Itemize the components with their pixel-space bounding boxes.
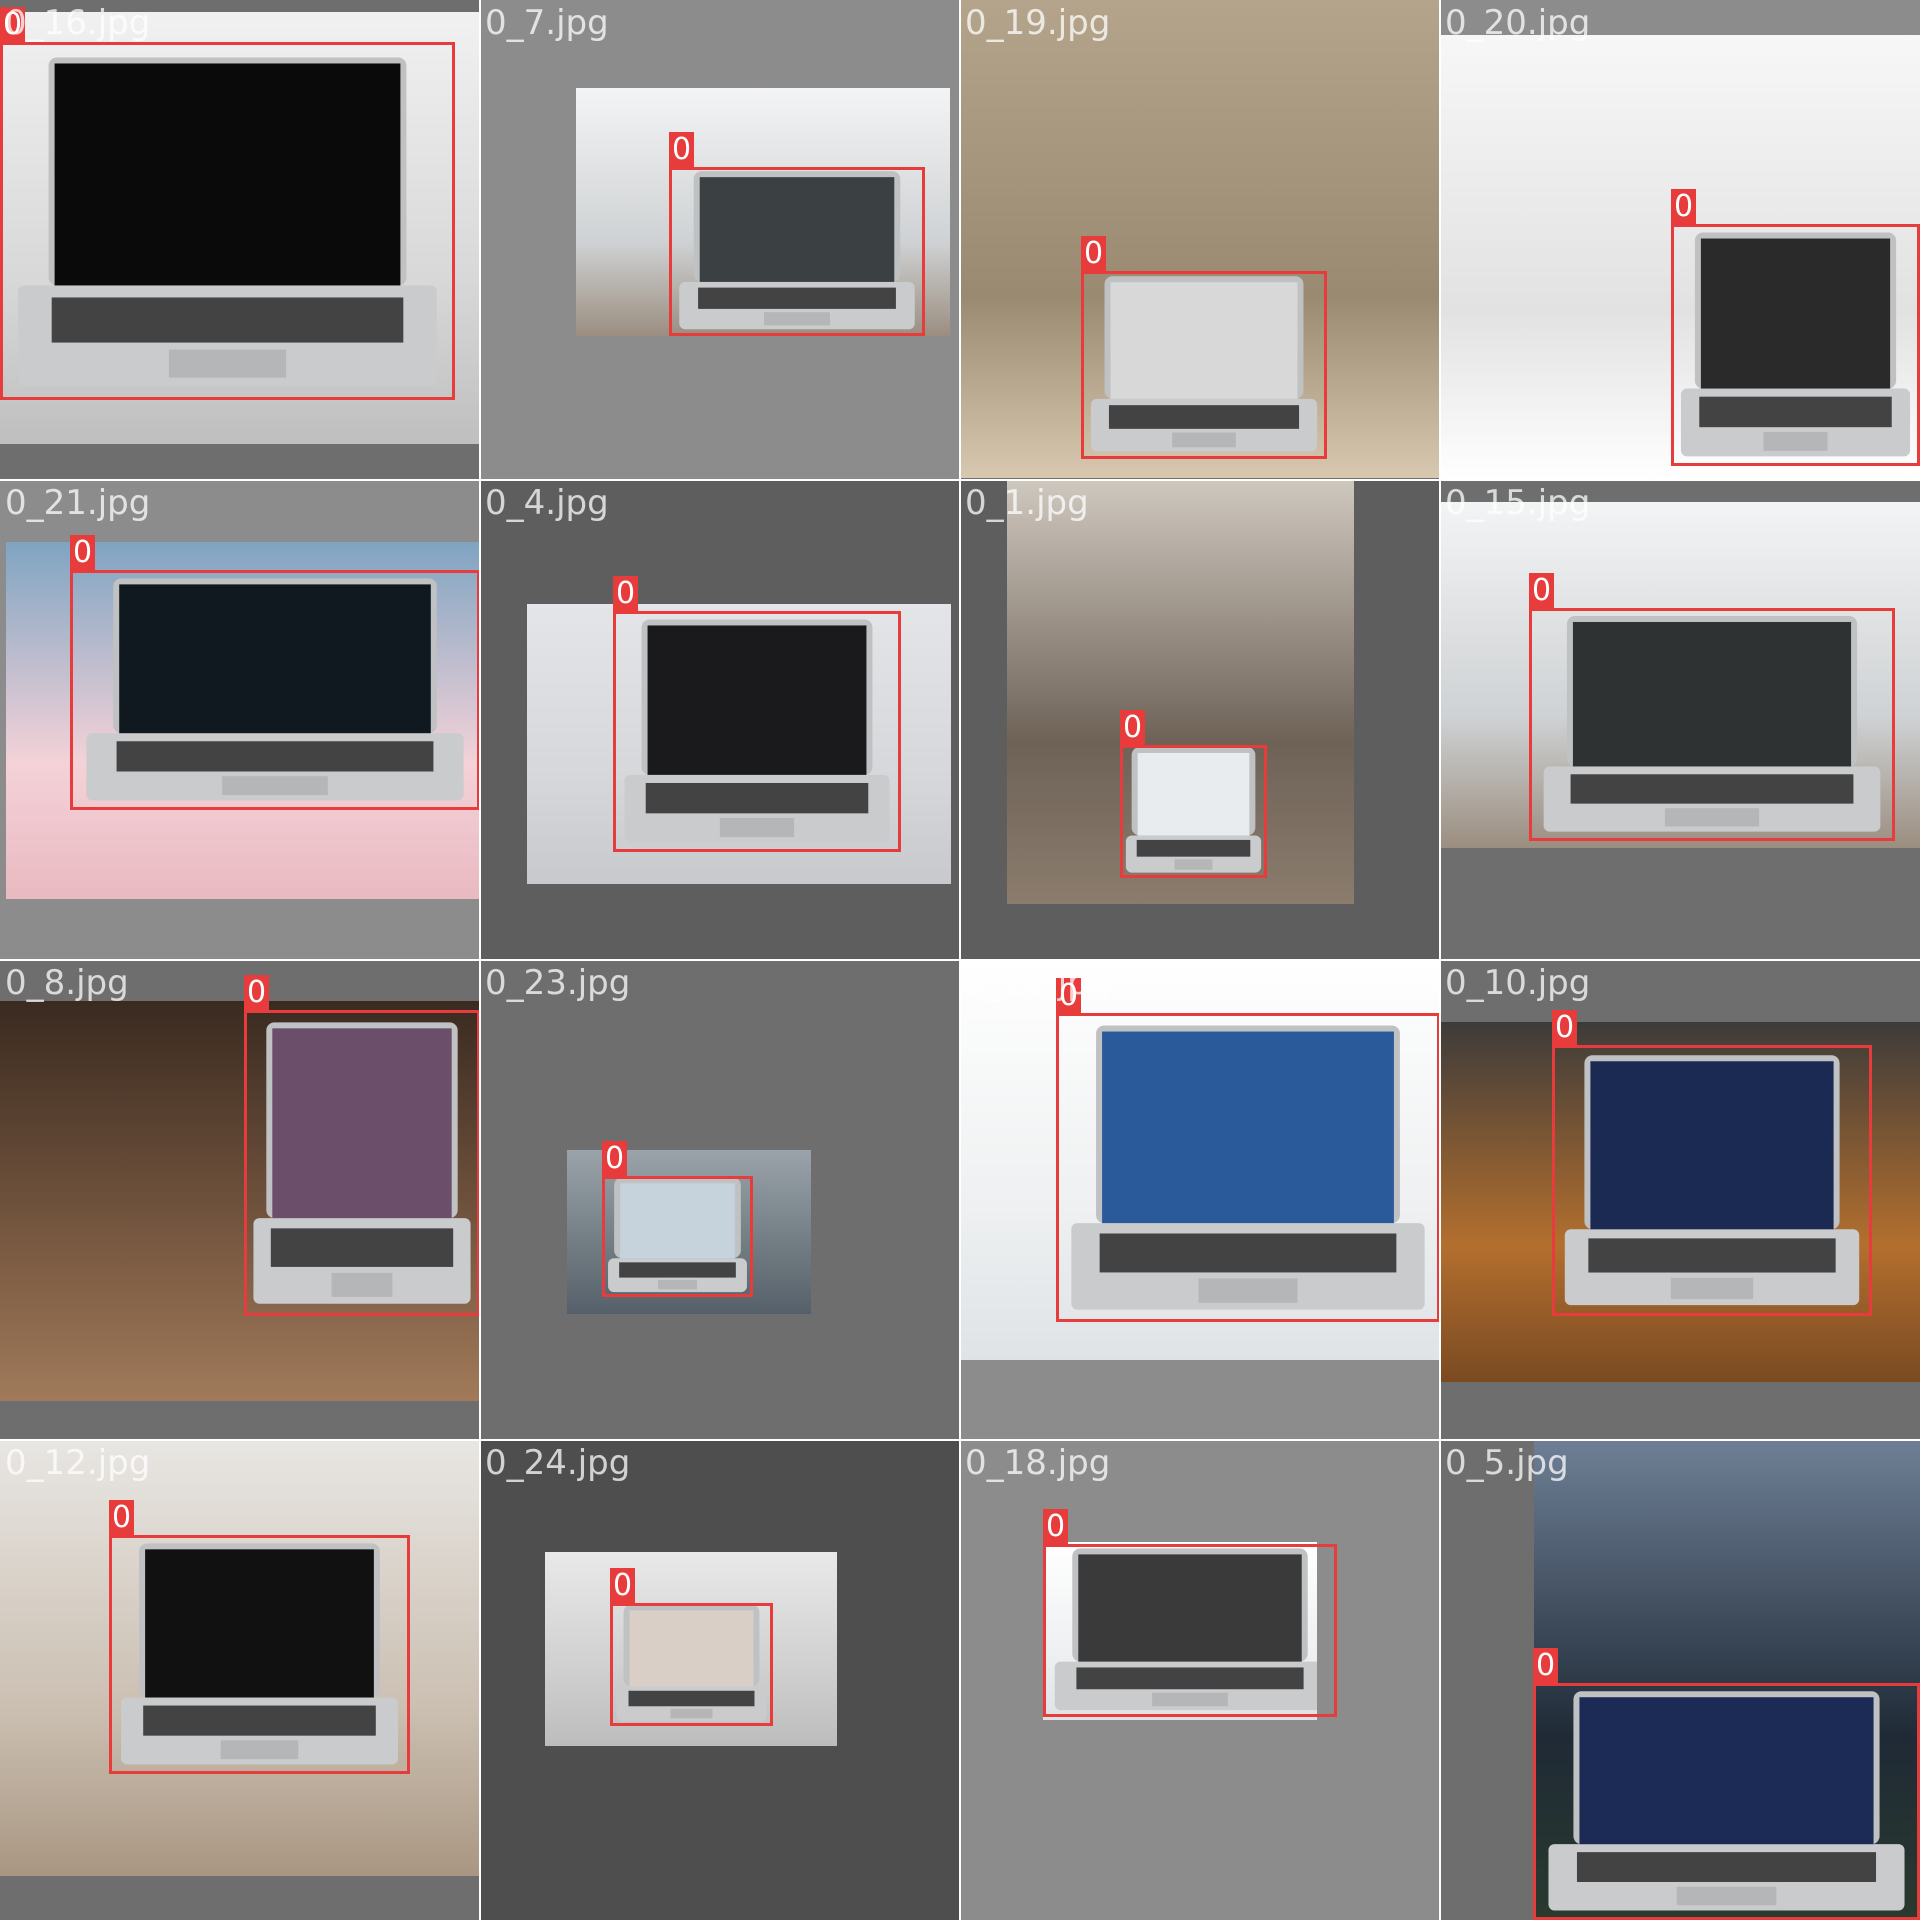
filename-label: 0_24.jpg xyxy=(485,1443,631,1483)
bounding-box: 0 xyxy=(0,7,455,400)
bounding-box: 0 xyxy=(613,576,901,852)
image-tile: 0 0_18.jpg xyxy=(960,1440,1440,1920)
image-tile: 0 0_22.jpg xyxy=(960,960,1440,1440)
grid-divider xyxy=(0,1439,1920,1441)
class-label: 0 xyxy=(1043,1509,1069,1545)
photo xyxy=(1440,1022,1920,1382)
bounding-box: 0 xyxy=(1056,978,1440,1322)
image-tile: 0 0_16.jpg xyxy=(0,0,480,480)
photo xyxy=(567,1150,811,1314)
filename-label: 0_23.jpg xyxy=(485,963,631,1003)
filename-label: 0_7.jpg xyxy=(485,3,609,43)
bounding-box: 0 xyxy=(1533,1648,1920,1920)
bounding-box: 0 xyxy=(1671,189,1920,466)
photo xyxy=(1007,480,1354,904)
photo xyxy=(960,0,1440,478)
image-tile: 0 0_12.jpg xyxy=(0,1440,480,1920)
photo xyxy=(545,1552,837,1746)
bounding-box: 0 xyxy=(602,1141,753,1297)
bounding-box: 0 xyxy=(70,535,480,810)
image-tile: 0 0_20.jpg xyxy=(1440,0,1920,480)
filename-label: 0_21.jpg xyxy=(5,483,151,523)
class-label: 0 xyxy=(1056,978,1082,1014)
class-label: 0 xyxy=(1671,189,1697,225)
image-tile: 0 0_10.jpg xyxy=(1440,960,1920,1440)
photo xyxy=(527,604,951,884)
image-tile: 0 0_7.jpg xyxy=(480,0,960,480)
filename-label: 0_18.jpg xyxy=(965,1443,1111,1483)
image-tile: 0 0_19.jpg xyxy=(960,0,1440,480)
bounding-box: 0 xyxy=(1529,573,1895,841)
bounding-box: 0 xyxy=(244,975,480,1316)
bounding-box: 0 xyxy=(1552,1010,1872,1316)
photo xyxy=(0,12,480,444)
class-label: 0 xyxy=(1552,1010,1578,1046)
class-label: 0 xyxy=(0,7,26,43)
image-tile: 0 0_1.jpg xyxy=(960,480,1440,960)
image-tile: 0 0_8.jpg xyxy=(0,960,480,1440)
image-tile: 0 0_15.jpg xyxy=(1440,480,1920,960)
bounding-box: 0 xyxy=(1081,236,1327,459)
class-label: 0 xyxy=(1081,236,1107,272)
class-label: 0 xyxy=(610,1568,636,1604)
photo xyxy=(1440,502,1920,848)
class-label: 0 xyxy=(1533,1648,1559,1684)
bounding-box: 0 xyxy=(610,1568,773,1726)
filename-label: 0_4.jpg xyxy=(485,483,609,523)
photo xyxy=(0,1440,480,1876)
photo xyxy=(1440,35,1920,480)
filename-label: 0_8.jpg xyxy=(5,963,129,1003)
image-tile: 0 0_21.jpg xyxy=(0,480,480,960)
image-tile: 0 0_24.jpg xyxy=(480,1440,960,1920)
class-label: 0 xyxy=(109,1500,135,1536)
image-tile: 0 0_23.jpg xyxy=(480,960,960,1440)
photo xyxy=(576,88,950,336)
image-tile: 0 0_4.jpg xyxy=(480,480,960,960)
photo xyxy=(960,960,1440,1360)
class-label: 0 xyxy=(602,1141,628,1177)
image-tile: 0 0_5.jpg xyxy=(1440,1440,1920,1920)
grid-divider xyxy=(0,959,1920,961)
photo xyxy=(6,542,480,899)
filename-label: 0_10.jpg xyxy=(1445,963,1591,1003)
class-label: 0 xyxy=(613,576,639,612)
photo xyxy=(0,1001,480,1401)
grid-divider xyxy=(1439,0,1441,1920)
bounding-box: 0 xyxy=(669,132,925,336)
class-label: 0 xyxy=(70,535,96,571)
class-label: 0 xyxy=(669,132,695,168)
bounding-box: 0 xyxy=(1120,710,1267,878)
class-label: 0 xyxy=(1529,573,1555,609)
bounding-box: 0 xyxy=(109,1500,410,1774)
photo xyxy=(1534,1440,1920,1920)
photo xyxy=(1043,1542,1317,1720)
class-label: 0 xyxy=(244,975,270,1011)
class-label: 0 xyxy=(1120,710,1146,746)
bounding-box: 0 xyxy=(1043,1509,1337,1717)
